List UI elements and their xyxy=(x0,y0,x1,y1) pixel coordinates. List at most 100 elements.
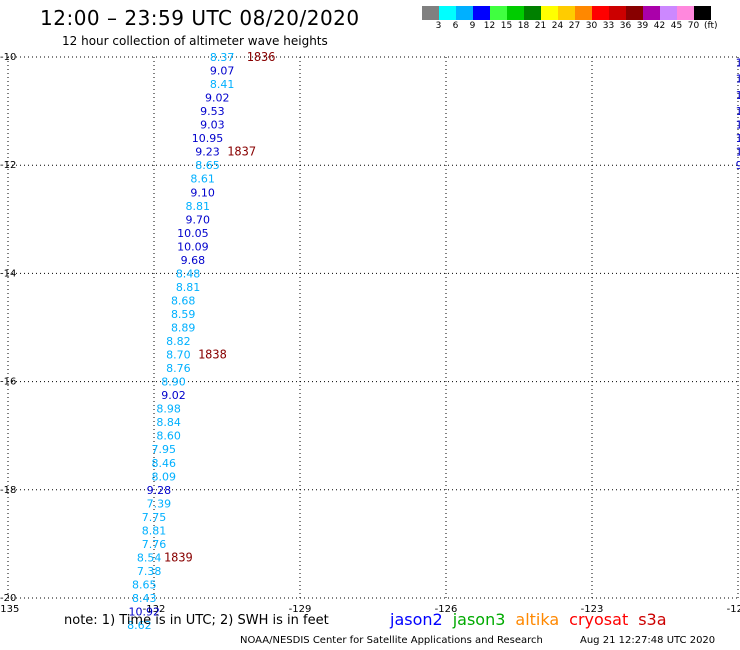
wave-height-value: 7.39 xyxy=(147,497,172,510)
scale-label: 30 xyxy=(585,21,598,31)
wave-height-value: 8.59 xyxy=(171,308,196,321)
wave-height-value: 8.41 xyxy=(210,78,235,91)
latitude-tick-label: -18 xyxy=(0,485,16,496)
satellite-legend-item: cryosat xyxy=(569,610,629,629)
satellite-legend-item: altika xyxy=(515,610,560,629)
scale-label: 15 xyxy=(500,21,513,31)
scale-label: 33 xyxy=(602,21,615,31)
scale-label: 36 xyxy=(619,21,632,31)
wave-height-value: 8.82 xyxy=(166,335,191,348)
wave-height-value: 10.05 xyxy=(177,227,209,240)
wave-height-value: 10 xyxy=(736,105,740,118)
scale-swatch xyxy=(677,6,694,20)
wave-height-value: 8.70 xyxy=(166,349,191,362)
wave-height-value: 9.02 xyxy=(161,389,186,402)
scale-swatch xyxy=(456,6,473,20)
wave-height-value: 8.61 xyxy=(190,173,215,186)
scale-swatch xyxy=(609,6,626,20)
scale-swatch xyxy=(694,6,711,20)
scale-swatch xyxy=(524,6,541,20)
wave-height-value: 7.76 xyxy=(142,538,167,551)
wave-height-value: 9.07 xyxy=(210,65,235,78)
latitude-tick-label: -20 xyxy=(0,593,16,604)
scale-label: 70 xyxy=(687,21,700,31)
scale-label: 3 xyxy=(435,21,442,31)
wave-height-value: 8.81 xyxy=(176,281,201,294)
scale-label: 21 xyxy=(534,21,547,31)
wave-height-value: 10 xyxy=(736,89,740,102)
wave-height-value: 9.70 xyxy=(186,213,211,226)
scale-swatch xyxy=(626,6,643,20)
scale-swatch xyxy=(422,6,439,20)
footer-note: note: 1) Time is in UTC; 2) SWH is in fe… xyxy=(64,613,329,628)
latitude-tick-label: -12 xyxy=(0,160,16,171)
time-label: 1837 xyxy=(227,145,256,159)
scale-swatch xyxy=(643,6,660,20)
wave-height-value: 9 xyxy=(736,159,740,172)
scale-swatch xyxy=(592,6,609,20)
wave-height-value: 8.98 xyxy=(156,403,181,416)
wave-height-value: 10 xyxy=(736,132,740,145)
scale-unit: (ft) xyxy=(704,21,718,31)
longitude-tick-label: -123 xyxy=(581,604,604,615)
wave-height-value: 10 xyxy=(736,119,740,132)
latitude-tick-label: -16 xyxy=(0,377,16,388)
satellite-legend-item: jason3 xyxy=(452,610,506,629)
wave-height-value: 8.46 xyxy=(151,457,176,470)
longitude-tick-label: -132 xyxy=(143,604,166,615)
scale-swatch xyxy=(490,6,507,20)
wave-height-value: 8.84 xyxy=(156,416,181,429)
scale-swatch xyxy=(558,6,575,20)
page-title: 12:00 – 23:59 UTC 08/20/2020 xyxy=(40,6,360,30)
satellite-legend-item: s3a xyxy=(638,610,667,629)
scale-swatch xyxy=(473,6,490,20)
wave-height-value: 10.95 xyxy=(192,132,224,145)
wave-height-value: 9.03 xyxy=(200,119,225,132)
time-label: 1839 xyxy=(164,550,193,564)
scale-swatch xyxy=(541,6,558,20)
wave-height-value: 8.62 xyxy=(127,619,152,632)
wave-height-value: 7.75 xyxy=(142,511,167,524)
scale-swatch xyxy=(660,6,677,20)
latitude-tick-label: -14 xyxy=(0,268,16,279)
wave-height-value: 9.28 xyxy=(147,484,172,497)
scale-label: 9 xyxy=(469,21,476,31)
satellite-legend: jason2 jason3 altika cryosat s3a xyxy=(390,610,677,629)
latitude-tick-label: -10 xyxy=(0,52,16,63)
scale-swatch xyxy=(507,6,524,20)
wave-height-value: 9.68 xyxy=(181,254,206,267)
scale-label: 42 xyxy=(653,21,666,31)
wave-height-value: 8.89 xyxy=(171,322,196,335)
wave-height-value: 8.65 xyxy=(195,159,220,172)
scale-label: 12 xyxy=(483,21,496,31)
scale-label: 45 xyxy=(670,21,683,31)
wave-height-value: 8.54 xyxy=(137,551,162,564)
color-scale-swatches xyxy=(422,6,718,20)
scale-label: 24 xyxy=(551,21,564,31)
wave-height-value: 7.38 xyxy=(137,565,162,578)
wave-height-value: 9.53 xyxy=(200,105,225,118)
time-label: 1836 xyxy=(247,50,276,64)
wave-height-value: 10 xyxy=(736,146,740,159)
scale-label: 6 xyxy=(452,21,459,31)
wave-height-value: 8.68 xyxy=(171,294,196,307)
color-scale: 3 6 9 12 15 18 21 24 27 30 33 36 39 42 45 70 (ft) xyxy=(422,6,718,31)
wave-height-value: 9.23 xyxy=(195,146,220,159)
wave-height-value: 7.95 xyxy=(151,443,176,456)
scale-swatch xyxy=(439,6,456,20)
scale-label: 27 xyxy=(568,21,581,31)
longitude-tick-label: -129 xyxy=(289,604,312,615)
wave-height-value: 11. xyxy=(736,56,740,69)
wave-height-value: 8.81 xyxy=(186,200,211,213)
wave-height-value: 10 xyxy=(736,73,740,86)
credit-text: NOAA/NESDIS Center for Satellite Applica… xyxy=(240,635,543,646)
scale-swatch xyxy=(575,6,592,20)
wave-height-value: 8.43 xyxy=(132,592,157,605)
wave-height-value: 8.37 xyxy=(210,51,235,64)
wave-height-value: 8.60 xyxy=(156,430,181,443)
wave-height-value: 8.09 xyxy=(151,470,176,483)
longitude-tick-label: -120 xyxy=(727,604,740,615)
wave-height-value: 9.02 xyxy=(205,92,230,105)
scale-label: 18 xyxy=(517,21,530,31)
wave-height-value: 9.10 xyxy=(190,186,215,199)
